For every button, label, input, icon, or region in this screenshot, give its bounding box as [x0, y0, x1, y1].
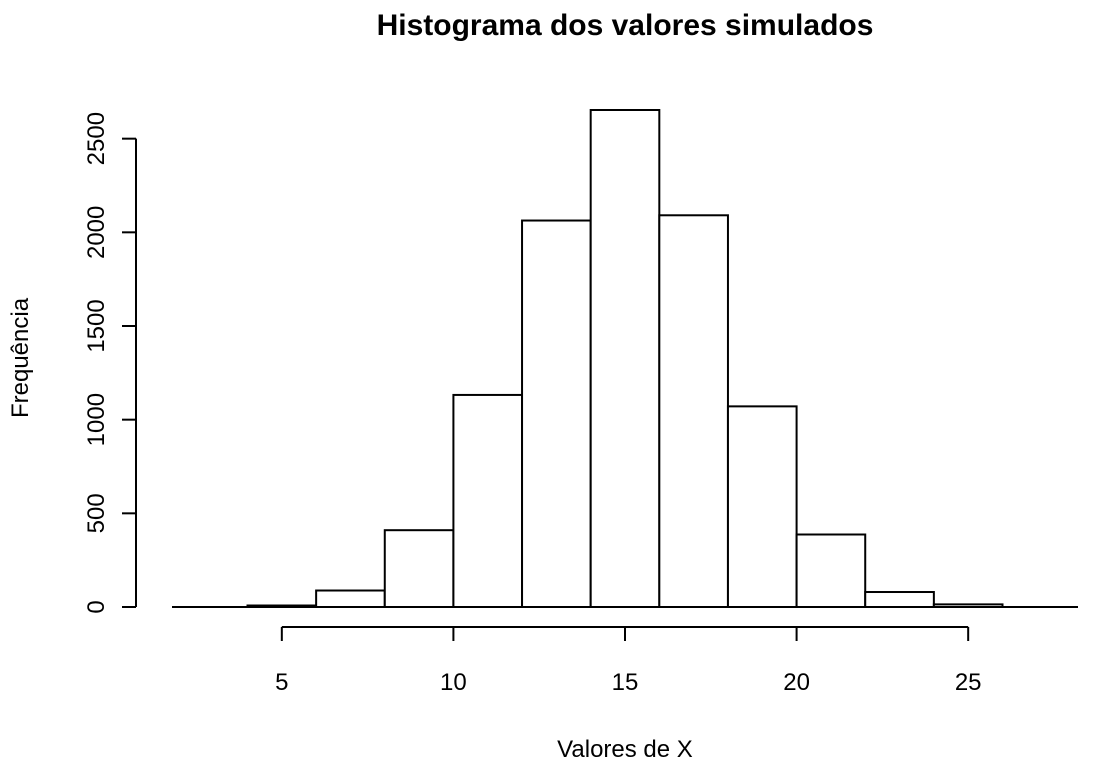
x-tick-label: 15 [612, 669, 639, 696]
histogram-bar [383, 529, 455, 609]
histogram-bar [795, 533, 867, 609]
histogram-bar [521, 219, 592, 608]
y-tick-label: 1000 [83, 393, 110, 446]
histogram-bar [726, 405, 798, 608]
y-axis: 0 500 1000 1500 2000 2500 [83, 112, 137, 614]
x-tick-label: 25 [955, 669, 982, 696]
histogram-bar [658, 214, 729, 608]
x-tick-label: 5 [275, 669, 288, 696]
histogram-bar [864, 591, 935, 608]
x-axis: 5 10 15 20 25 [275, 626, 982, 696]
y-tick-label: 500 [83, 493, 110, 533]
x-tick-label: 20 [783, 669, 810, 696]
chart-title: Histograma dos valores simulados [377, 9, 874, 42]
x-tick-label: 10 [440, 669, 467, 696]
histogram-bar [589, 109, 661, 608]
histogram-bar [452, 393, 524, 608]
y-tick-label: 2500 [83, 112, 110, 165]
histogram-bar [315, 589, 386, 609]
y-tick-label: 2000 [83, 206, 110, 259]
y-tick-label: 1500 [83, 299, 110, 352]
y-axis-label: Frequência [7, 297, 34, 418]
y-tick-label: 0 [83, 600, 110, 613]
bars-layer [246, 109, 1004, 609]
x-axis-label: Valores de X [557, 736, 693, 763]
